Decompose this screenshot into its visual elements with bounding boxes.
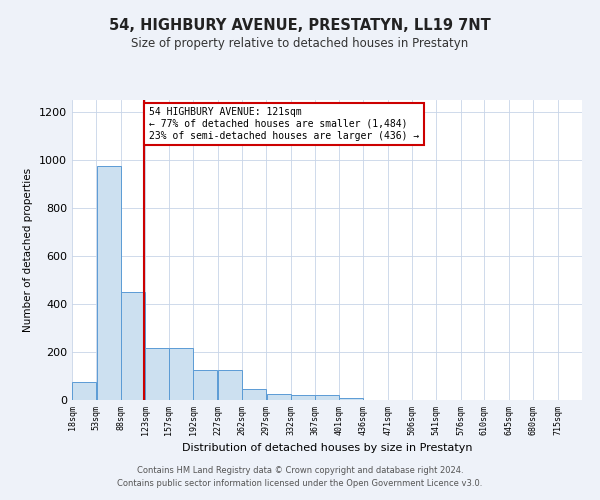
Bar — [316, 395, 340, 400]
Bar — [145, 348, 169, 400]
Text: Size of property relative to detached houses in Prestatyn: Size of property relative to detached ho… — [131, 38, 469, 51]
Bar — [97, 166, 121, 400]
Bar — [242, 389, 266, 400]
Bar — [193, 370, 217, 400]
Bar — [291, 395, 315, 400]
Bar — [218, 370, 242, 400]
Bar — [266, 394, 290, 400]
Bar — [169, 348, 193, 400]
Text: 54, HIGHBURY AVENUE, PRESTATYN, LL19 7NT: 54, HIGHBURY AVENUE, PRESTATYN, LL19 7NT — [109, 18, 491, 32]
Text: 54 HIGHBURY AVENUE: 121sqm
← 77% of detached houses are smaller (1,484)
23% of s: 54 HIGHBURY AVENUE: 121sqm ← 77% of deta… — [149, 108, 419, 140]
Bar — [121, 292, 145, 400]
Text: Contains HM Land Registry data © Crown copyright and database right 2024.
Contai: Contains HM Land Registry data © Crown c… — [118, 466, 482, 487]
Bar — [72, 382, 96, 400]
X-axis label: Distribution of detached houses by size in Prestatyn: Distribution of detached houses by size … — [182, 443, 472, 453]
Bar — [339, 398, 363, 400]
Y-axis label: Number of detached properties: Number of detached properties — [23, 168, 34, 332]
